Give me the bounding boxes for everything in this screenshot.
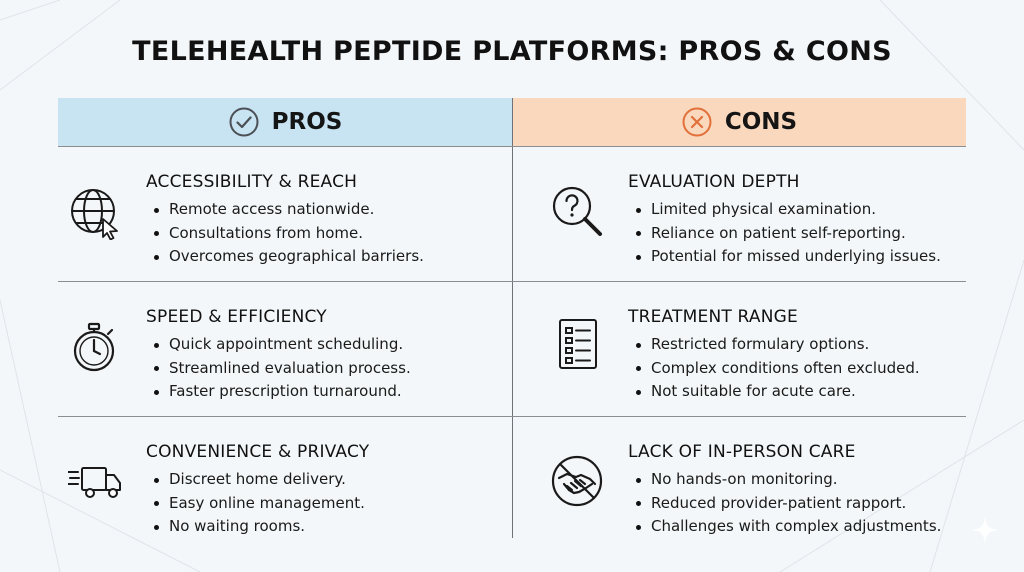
pro-title: SPEED & EFFICIENCY — [146, 307, 327, 327]
page-title: TELEHEALTH PEPTIDE PLATFORMS: PROS & CON… — [132, 36, 892, 67]
pro-item: SPEED & EFFICIENCY Quick appointment sch… — [58, 289, 512, 424]
list-item: Potential for missed underlying issues. — [636, 245, 941, 269]
con-item: LACK OF IN-PERSON CARE No hands-on monit… — [540, 424, 994, 559]
pro-title: CONVENIENCE & PRIVACY — [146, 442, 370, 462]
list-item: Restricted formulary options. — [636, 333, 920, 357]
row-divider — [58, 416, 966, 417]
list-item: Consultations from home. — [154, 222, 424, 246]
no-handshake-icon — [551, 455, 603, 507]
con-bullets: Restricted formulary options. Complex co… — [636, 333, 920, 404]
magnifier-question-icon — [552, 186, 602, 236]
pros-header: PROS — [58, 98, 512, 146]
check-circle-icon — [229, 107, 259, 137]
pro-item: ACCESSIBILITY & REACH Remote access nati… — [58, 154, 512, 289]
list-item: Remote access nationwide. — [154, 198, 424, 222]
pro-bullets: Remote access nationwide. Consultations … — [154, 198, 424, 269]
delivery-truck-icon — [68, 467, 121, 498]
con-item: EVALUATION DEPTH Limited physical examin… — [540, 154, 994, 289]
con-item: TREATMENT RANGE Restricted formulary opt… — [540, 289, 994, 424]
list-item: No hands-on monitoring. — [636, 468, 941, 492]
pros-header-label: PROS — [271, 109, 343, 135]
cons-header-label: CONS — [724, 109, 798, 135]
globe-cursor-icon — [71, 189, 118, 240]
list-item: Faster prescription turnaround. — [154, 380, 411, 404]
con-title: TREATMENT RANGE — [628, 307, 798, 327]
pro-title: ACCESSIBILITY & REACH — [146, 172, 358, 192]
list-item: Not suitable for acute care. — [636, 380, 920, 404]
con-bullets: No hands-on monitoring. Reduced provider… — [636, 468, 941, 539]
list-item: No waiting rooms. — [154, 515, 365, 539]
sparkle-icon — [971, 516, 999, 544]
list-item: Overcomes geographical barriers. — [154, 245, 424, 269]
checklist-icon — [559, 319, 597, 369]
stopwatch-icon — [73, 322, 115, 372]
column-divider — [512, 98, 513, 538]
con-title: EVALUATION DEPTH — [628, 172, 800, 192]
cons-header: CONS — [512, 98, 966, 146]
list-item: Reduced provider-patient rapport. — [636, 492, 941, 516]
list-item: Easy online management. — [154, 492, 365, 516]
list-item: Challenges with complex adjustments. — [636, 515, 941, 539]
con-bullets: Limited physical examination. Reliance o… — [636, 198, 941, 269]
list-item: Quick appointment scheduling. — [154, 333, 411, 357]
x-circle-icon — [682, 107, 712, 137]
pro-bullets: Quick appointment scheduling. Streamline… — [154, 333, 411, 404]
pros-cons-table: PROS CONS ACCESSIBILITY & REACH Remote a… — [58, 98, 966, 538]
list-item: Discreet home delivery. — [154, 468, 365, 492]
con-title: LACK OF IN-PERSON CARE — [628, 442, 856, 462]
list-item: Complex conditions often excluded. — [636, 357, 920, 381]
pro-item: CONVENIENCE & PRIVACY Discreet home deli… — [58, 424, 512, 559]
row-divider — [58, 146, 966, 147]
list-item: Streamlined evaluation process. — [154, 357, 411, 381]
list-item: Limited physical examination. — [636, 198, 941, 222]
pro-bullets: Discreet home delivery. Easy online mana… — [154, 468, 365, 539]
list-item: Reliance on patient self-reporting. — [636, 222, 941, 246]
row-divider — [58, 281, 966, 282]
